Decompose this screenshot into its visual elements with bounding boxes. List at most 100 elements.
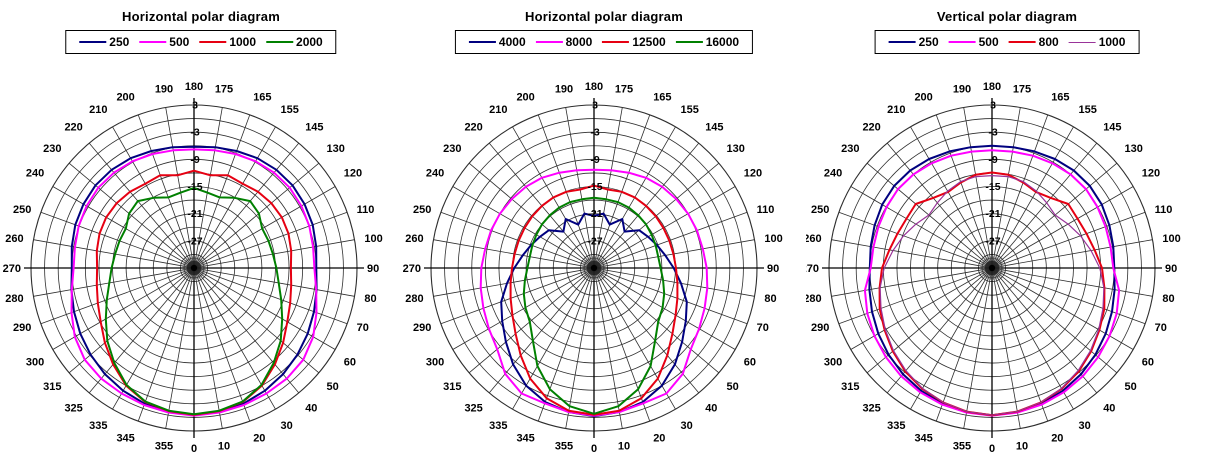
grid-spoke xyxy=(194,162,320,268)
angle-tick-label: 180 xyxy=(983,81,1001,93)
radial-tick-label: -15 xyxy=(985,181,1000,193)
angle-tick-label: 300 xyxy=(824,357,842,369)
angle-tick-label: 165 xyxy=(1051,91,1069,103)
angle-tick-label: 220 xyxy=(464,122,482,134)
legend-line-swatch xyxy=(888,41,916,43)
angle-tick-label: 270 xyxy=(3,263,21,275)
legend-label: 12500 xyxy=(632,35,666,49)
angle-tick-label: 180 xyxy=(585,81,603,93)
legend-line-swatch xyxy=(675,41,703,43)
legend-item-1000: 1000 xyxy=(199,35,256,49)
radial-tick-label: -27 xyxy=(187,235,202,247)
grid-spoke xyxy=(992,211,1146,269)
angle-tick-label: 120 xyxy=(744,168,762,180)
legend-label: 500 xyxy=(978,35,999,49)
legend-item-16000: 16000 xyxy=(675,35,739,49)
series-curve-500 xyxy=(70,148,318,417)
series-curve-2000 xyxy=(104,186,284,416)
legend-line-swatch xyxy=(1068,41,1096,43)
angle-tick-label: 335 xyxy=(489,420,507,432)
angle-tick-label: 30 xyxy=(1079,420,1091,432)
grid-spoke xyxy=(910,126,992,268)
angle-tick-label: 200 xyxy=(914,91,932,103)
series-curve-1000 xyxy=(95,169,293,416)
legend-line-swatch xyxy=(139,41,167,43)
legend-label: 250 xyxy=(109,35,130,49)
angle-tick-label: 110 xyxy=(757,204,775,216)
angle-tick-label: 260 xyxy=(5,233,23,245)
grid-spoke xyxy=(40,267,194,325)
series-curve-1000 xyxy=(879,175,1105,416)
polar-plot: 0 10 20 30 40 50 60 70 80 90 100 110 120 130 145 155 165… xyxy=(3,81,383,455)
angle-tick-label: 345 xyxy=(914,433,932,445)
angle-tick-label: 260 xyxy=(405,233,423,245)
angle-tick-label: 70 xyxy=(757,322,769,334)
grid-spoke xyxy=(52,186,194,268)
grid-spoke xyxy=(194,268,300,394)
angle-tick-labels: 0 10 20 30 40 50 60 70 80 90 100 110 120 130 145 155 165… xyxy=(806,81,1181,455)
legend-line-swatch xyxy=(266,41,294,43)
angle-tick-label: 50 xyxy=(727,381,739,393)
center-dot xyxy=(590,264,598,272)
angle-tick-label: 325 xyxy=(862,403,880,415)
angle-tick-label: 145 xyxy=(1103,122,1121,134)
legend-item-4000: 4000 xyxy=(468,35,526,49)
angle-tick-label: 290 xyxy=(811,322,829,334)
angle-tick-label: 345 xyxy=(516,433,534,445)
grid-spoke xyxy=(992,268,1098,394)
angle-tick-label: 20 xyxy=(253,433,265,445)
angle-tick-label: 210 xyxy=(89,104,107,116)
angle-tick-label: 280 xyxy=(5,293,23,305)
grid-spoke xyxy=(886,142,992,268)
grid-spoke xyxy=(992,268,1074,410)
legend-label: 250 xyxy=(918,35,939,49)
chart-legend: 4000 8000 12500 16000 xyxy=(454,30,754,54)
grid-spoke xyxy=(594,162,720,268)
grid-spoke xyxy=(488,268,594,394)
radial-tick-label: -21 xyxy=(985,208,1000,220)
angle-tick-label: 90 xyxy=(367,263,379,275)
legend-line-swatch xyxy=(1008,41,1036,43)
legend-line-swatch xyxy=(468,41,496,43)
angle-tick-label: 20 xyxy=(653,433,665,445)
angle-tick-label: 70 xyxy=(1155,322,1167,334)
grid-spoke xyxy=(194,211,348,269)
center-dot xyxy=(988,264,996,272)
grid-spoke xyxy=(594,239,755,269)
grid-spoke xyxy=(593,268,623,429)
angle-tick-label: 120 xyxy=(1142,168,1160,180)
grid-spoke xyxy=(194,268,336,350)
angle-tick-label: 60 xyxy=(744,357,756,369)
angle-tick-label: 270 xyxy=(403,263,421,275)
grid-spoke xyxy=(194,239,355,269)
angle-tick-label: 40 xyxy=(305,403,317,415)
radial-tick-label: -21 xyxy=(587,208,602,220)
legend-item-500: 500 xyxy=(139,35,189,49)
angle-tick-label: 190 xyxy=(555,84,573,96)
angle-tick-label: 325 xyxy=(464,403,482,415)
grid-spoke xyxy=(935,268,993,422)
grid-spoke xyxy=(137,268,195,422)
grid-spoke xyxy=(594,186,736,268)
radial-tick-label: -9 xyxy=(590,154,599,166)
angle-tick-labels: 0 10 20 30 40 50 60 70 80 90 100 110 120 130 145 155 165… xyxy=(3,81,383,455)
angle-tick-label: 90 xyxy=(767,263,779,275)
angle-tick-label: 100 xyxy=(764,233,782,245)
grid-spoke xyxy=(165,268,195,429)
angle-tick-label: 250 xyxy=(811,204,829,216)
grid-spoke xyxy=(838,211,992,269)
grid-spoke xyxy=(33,267,194,297)
grid-spoke xyxy=(850,186,992,268)
angle-tick-label: 355 xyxy=(555,440,573,452)
angle-tick-label: 155 xyxy=(681,104,699,116)
angle-tick-label: 30 xyxy=(681,420,693,432)
radial-tick-labels: 3 -3 -9 -15 -21 -27 xyxy=(587,100,602,248)
series-curve-250 xyxy=(70,145,318,417)
grid-spoke xyxy=(194,268,320,374)
grid-spoke xyxy=(433,267,594,297)
grid-spoke xyxy=(193,268,251,422)
chart-panel-horizontal-high: Horizontal polar diagram 4000 8000 12500 16… xyxy=(403,0,805,461)
angle-tick-label: 175 xyxy=(615,84,633,96)
angle-tick-label: 230 xyxy=(43,143,61,155)
chart-title: Horizontal polar diagram xyxy=(525,9,683,24)
